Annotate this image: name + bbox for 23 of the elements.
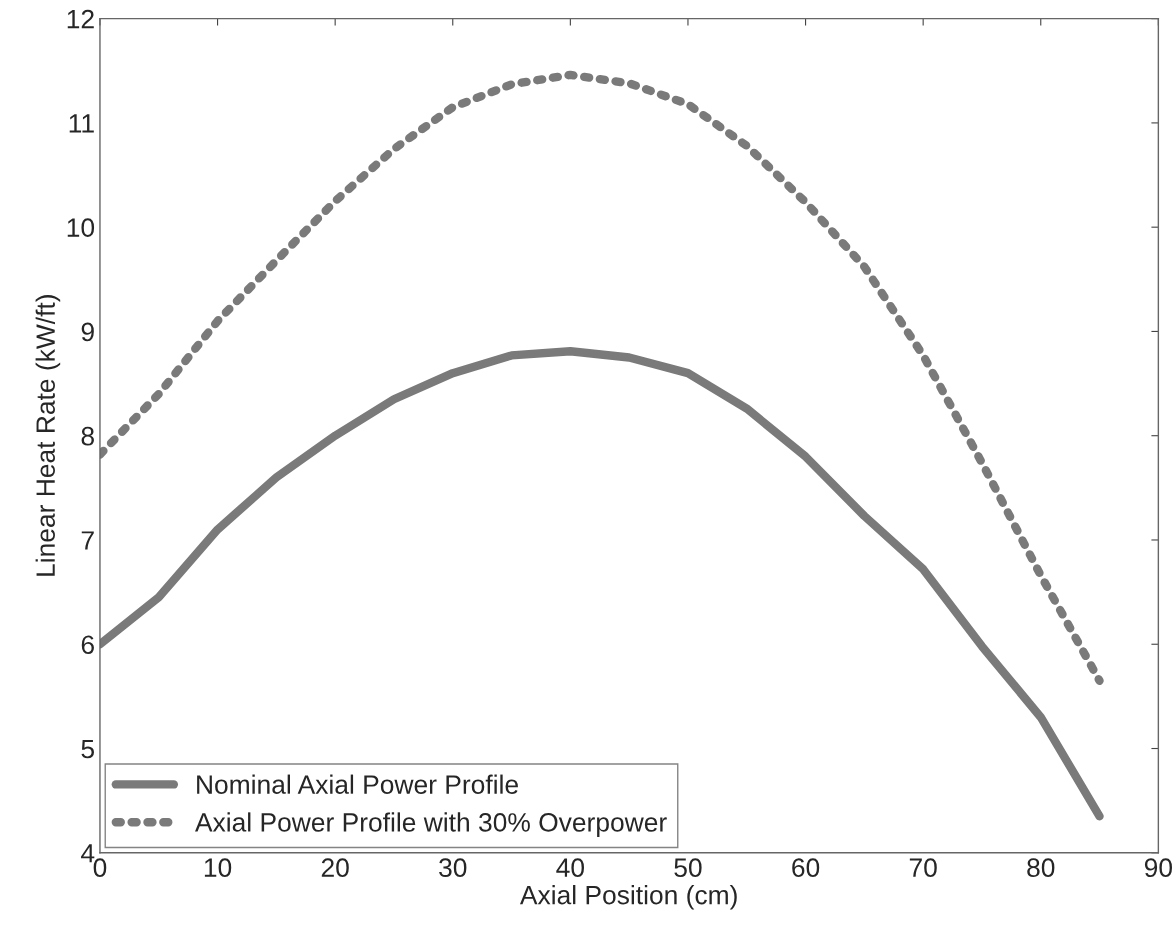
x-tick-label: 50 [674, 858, 702, 878]
x-tick-label: 60 [792, 858, 820, 878]
x-tick-label: 80 [1027, 858, 1055, 878]
x-tick-label: 40 [556, 858, 585, 878]
legend-label: Nominal Axial Power Profile [197, 774, 518, 794]
x-tick-label: 90 [1144, 858, 1173, 878]
y-tick-label: 7 [81, 531, 94, 550]
y-tick-label: 11 [69, 114, 94, 133]
x-tick-label: 10 [204, 858, 232, 878]
y-tick-label: 5 [81, 739, 94, 759]
x-tick-label: 30 [439, 858, 467, 878]
y-tick-label: 12 [67, 9, 94, 29]
legend-label: Axial Power Profile with 30% Overpower [195, 812, 667, 837]
x-tick-label: 20 [321, 858, 349, 878]
y-tick-label: 10 [67, 218, 95, 237]
y-tick-label: 8 [81, 426, 94, 446]
y-tick-label: 6 [81, 635, 94, 655]
y-tick-label: 9 [81, 322, 94, 342]
x-tick-label: 0 [93, 858, 107, 878]
x-axis-title: Axial Position (cm) [519, 885, 737, 910]
y-axis-title: Linear Heat Rate (kW/ft) [35, 295, 61, 576]
x-tick-label: 70 [909, 858, 937, 878]
y-tick-label: 4 [81, 844, 95, 863]
